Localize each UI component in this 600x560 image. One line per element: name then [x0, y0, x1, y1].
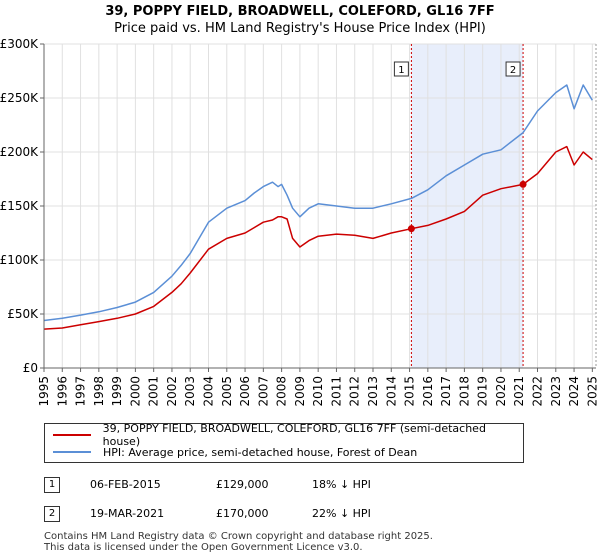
sale-marker-label: 2	[510, 65, 516, 76]
legend-line-hpi	[53, 451, 91, 453]
footer-line-1: Contains HM Land Registry data © Crown c…	[44, 531, 433, 542]
chart-title-line-2: Price paid vs. HM Land Registry's House …	[114, 21, 486, 36]
transaction-price: £129,000	[216, 478, 269, 491]
x-tick-label: 1998	[92, 376, 106, 407]
transaction-badge: 2	[44, 506, 60, 522]
transaction-row: 2 19-MAR-2021 £170,000 22% ↓ HPI	[44, 506, 544, 524]
sale-marker-label: 1	[398, 65, 404, 76]
sale-point	[519, 180, 527, 188]
legend-item-property: 39, POPPY FIELD, BROADWELL, COLEFORD, GL…	[53, 422, 523, 448]
x-tick-label: 2021	[512, 376, 526, 407]
x-tick-label: 2017	[439, 376, 453, 407]
transaction-badge: 1	[44, 477, 60, 493]
legend-label-hpi: HPI: Average price, semi-detached house,…	[103, 445, 418, 459]
transaction-hpi-diff: 22% ↓ HPI	[312, 507, 371, 520]
transaction-hpi-diff: 18% ↓ HPI	[312, 478, 371, 491]
x-tick-label: 2000	[128, 376, 142, 407]
x-tick-label: 1995	[37, 376, 51, 407]
series-line-hpi	[43, 84, 593, 322]
legend-item-hpi: HPI: Average price, semi-detached house,…	[53, 444, 417, 460]
x-tick-label: 2009	[293, 376, 307, 407]
x-tick-label: 2016	[421, 376, 435, 407]
y-tick-label: £250K	[0, 91, 39, 105]
footer-attribution: Contains HM Land Registry data © Crown c…	[44, 531, 433, 553]
x-tick-label: 2004	[202, 376, 216, 407]
sale-marker-box	[393, 61, 409, 77]
series-line-property	[43, 145, 593, 330]
x-tick-label: 2011	[329, 376, 343, 407]
x-tick-label: 2007	[256, 376, 270, 407]
footer-line-2: This data is licensed under the Open Gov…	[44, 542, 363, 553]
y-tick-label: £50K	[7, 307, 39, 321]
transaction-row: 1 06-FEB-2015 £129,000 18% ↓ HPI	[44, 477, 544, 495]
x-tick-label: 2002	[165, 376, 179, 407]
x-tick-label: 2014	[384, 376, 398, 407]
sale-marker-box	[505, 61, 521, 77]
x-tick-label: 2005	[220, 376, 234, 407]
transaction-date: 19-MAR-2021	[90, 507, 165, 520]
y-tick-label: £150K	[0, 199, 39, 213]
transaction-price: £170,000	[216, 507, 269, 520]
x-tick-label: 2001	[147, 376, 161, 407]
x-tick-label: 2019	[476, 376, 490, 407]
transaction-date: 06-FEB-2015	[90, 478, 161, 491]
x-tick-label: 2024	[567, 376, 581, 407]
y-tick-label: £200K	[0, 145, 39, 159]
x-tick-label: 2010	[311, 376, 325, 407]
x-tick-label: 2022	[531, 376, 545, 407]
sale-point	[407, 225, 415, 233]
x-tick-label: 2013	[366, 376, 380, 407]
x-tick-label: 2008	[275, 376, 289, 407]
x-tick-label: 1996	[55, 376, 69, 407]
x-tick-label: 2020	[494, 376, 508, 407]
price-chart: 1 2 £0 £50K £100K £150K £200K £250K £300K 1995 19…	[0, 37, 599, 407]
x-tick-label: 2025	[585, 376, 599, 407]
y-tick-label: £0	[23, 361, 38, 375]
x-tick-label: 1999	[110, 376, 124, 407]
chart-title-line-1: 39, POPPY FIELD, BROADWELL, COLEFORD, GL…	[105, 4, 495, 19]
x-tick-label: 2015	[403, 376, 417, 407]
legend-line-property	[53, 434, 91, 436]
chart-legend: 39, POPPY FIELD, BROADWELL, COLEFORD, GL…	[44, 422, 524, 463]
x-tick-label: 2023	[549, 376, 563, 407]
x-tick-label: 2006	[238, 376, 252, 407]
x-tick-label: 1997	[74, 376, 88, 407]
y-tick-label: £300K	[0, 37, 39, 51]
y-tick-label: £100K	[0, 253, 39, 267]
legend-label-property: 39, POPPY FIELD, BROADWELL, COLEFORD, GL…	[102, 422, 486, 448]
x-tick-label: 2003	[183, 376, 197, 407]
x-tick-label: 2018	[457, 376, 471, 407]
x-tick-label: 2012	[348, 376, 362, 407]
